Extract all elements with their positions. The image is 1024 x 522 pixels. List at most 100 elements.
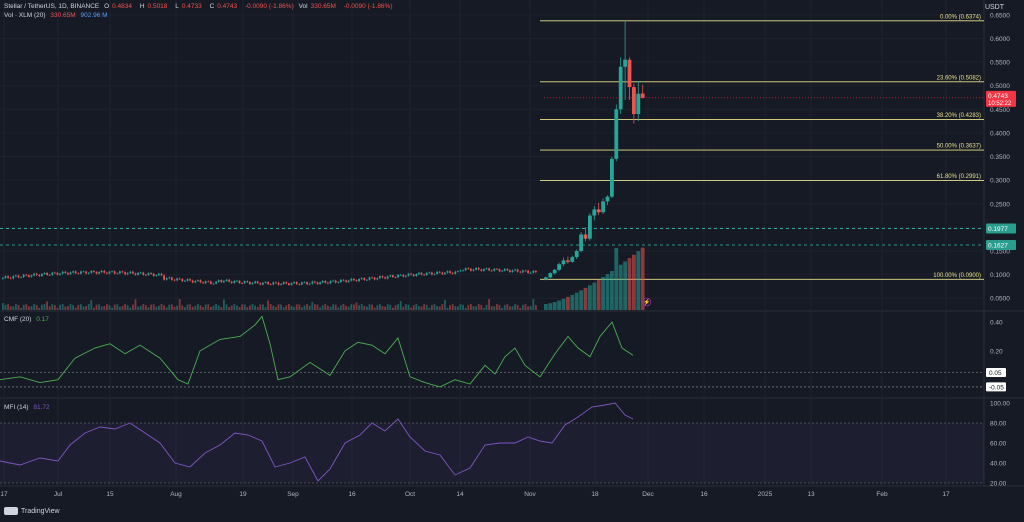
volume-legend[interactable]: Vol · XLM (20) 330.65M 902.96 M: [4, 12, 111, 19]
history-candle-body: [43, 272, 46, 274]
history-candle-body: [35, 273, 38, 275]
history-candle-body: [30, 275, 33, 277]
history-volume-bar: [350, 304, 353, 310]
history-volume-bar: [303, 305, 306, 310]
mfi-axis-tick: 80.00: [990, 421, 1007, 428]
history-candle-body: [33, 273, 35, 276]
price-axis-tick: 0.3500: [990, 154, 1010, 161]
history-candle-body: [288, 283, 290, 285]
history-candle-body: [480, 269, 483, 271]
candle-body: [640, 93, 645, 98]
history-candle-body: [38, 274, 41, 277]
history-volume-bar: [428, 307, 431, 310]
history-candle-body: [311, 281, 314, 284]
symbol-legend[interactable]: Stellar / TetherUS, 1D, BINANCE O 0.4834 …: [4, 3, 396, 10]
history-candle-body: [451, 272, 454, 274]
history-candle-body: [501, 270, 503, 272]
history-volume-bar: [150, 304, 152, 310]
history-candle-body: [20, 277, 22, 278]
lightning-glyph: ⚡: [643, 298, 650, 306]
price-axis-tick: 0.5000: [990, 83, 1010, 90]
history-candle-body: [485, 268, 488, 270]
history-candle-body: [446, 271, 449, 273]
mfi-axis-tick: 40.00: [990, 461, 1007, 468]
history-candle-body: [100, 270, 103, 273]
history-candle-body: [444, 272, 446, 275]
history-volume-bar: [275, 307, 277, 310]
history-candle-body: [516, 269, 519, 272]
volume-bar: [561, 298, 566, 310]
history-volume-bar: [121, 305, 124, 310]
history-volume-bar: [358, 305, 360, 310]
history-volume-bar: [220, 307, 223, 310]
candle-body: [601, 201, 605, 213]
history-volume-bar: [48, 306, 51, 310]
history-candle-body: [241, 283, 243, 284]
history-volume-bar: [241, 304, 243, 310]
history-candle-body: [379, 276, 381, 279]
history-candle-body: [121, 271, 124, 273]
history-volume-bar: [158, 305, 160, 310]
history-candle-body: [7, 276, 9, 278]
cmf-axis-tick: 0.40: [990, 320, 1003, 327]
history-candle-body: [147, 273, 150, 276]
history-volume-bar: [371, 304, 373, 310]
history-volume-bar: [171, 304, 173, 310]
candle-body: [548, 273, 553, 278]
history-candle-body: [139, 272, 142, 274]
history-volume-bar: [181, 305, 184, 310]
history-candle-body: [246, 281, 249, 282]
history-candle-body: [72, 271, 74, 273]
history-volume-bar: [477, 304, 480, 310]
history-volume-bar: [189, 304, 191, 310]
history-volume-bar: [433, 304, 436, 310]
history-candle-body: [295, 282, 298, 285]
history-volume-bar: [85, 305, 87, 310]
cmf-value: 0.17: [36, 316, 49, 323]
history-candle-body: [124, 272, 126, 275]
price-axis-tick: 0.6000: [990, 36, 1010, 43]
history-volume-bar: [444, 299, 446, 310]
history-volume-bar: [238, 307, 241, 310]
volume-bar: [601, 277, 605, 310]
cmf-legend[interactable]: CMF (20) 0.17: [4, 316, 52, 323]
history-candle-body: [61, 271, 64, 274]
history-candle-body: [54, 272, 56, 274]
tradingview-attribution[interactable]: TradingView: [4, 507, 60, 515]
history-candle-body: [496, 268, 498, 270]
history-candle-body: [119, 271, 121, 274]
history-volume-bar: [77, 304, 80, 310]
mfi-label: MFI (14): [4, 404, 29, 411]
history-candle-body: [371, 277, 373, 279]
history-candle-body: [412, 274, 415, 277]
history-candle-body: [9, 277, 12, 279]
history-volume-bar: [415, 304, 418, 310]
history-candle-body: [397, 274, 399, 278]
history-volume-bar: [503, 304, 506, 310]
volume-bar: [570, 294, 575, 310]
history-candle-body: [142, 272, 145, 275]
volume-bar: [596, 279, 601, 310]
history-volume-bar: [191, 306, 194, 310]
history-volume-bar: [363, 305, 366, 310]
history-volume-bar: [95, 304, 98, 310]
mfi-legend[interactable]: MFI (14) 81.72: [4, 404, 53, 411]
history-candle-body: [2, 277, 4, 279]
currency-label[interactable]: USDT: [984, 4, 1004, 11]
history-volume-bar: [498, 304, 501, 310]
time-axis-tick: 14: [456, 491, 464, 498]
history-volume-bar: [246, 307, 249, 310]
history-volume-bar: [522, 304, 524, 310]
cmf-ref-badge: [986, 368, 1006, 378]
history-candle-body: [298, 284, 301, 285]
history-candle-body: [386, 276, 389, 279]
history-candle-body: [111, 271, 113, 273]
history-volume-bar: [119, 306, 121, 310]
history-volume-bar: [233, 304, 236, 310]
history-candle-body: [290, 283, 293, 285]
symbol-title[interactable]: Stellar / TetherUS, 1D, BINANCE: [4, 3, 100, 10]
history-volume-bar: [394, 305, 397, 310]
history-volume-bar: [93, 307, 95, 310]
